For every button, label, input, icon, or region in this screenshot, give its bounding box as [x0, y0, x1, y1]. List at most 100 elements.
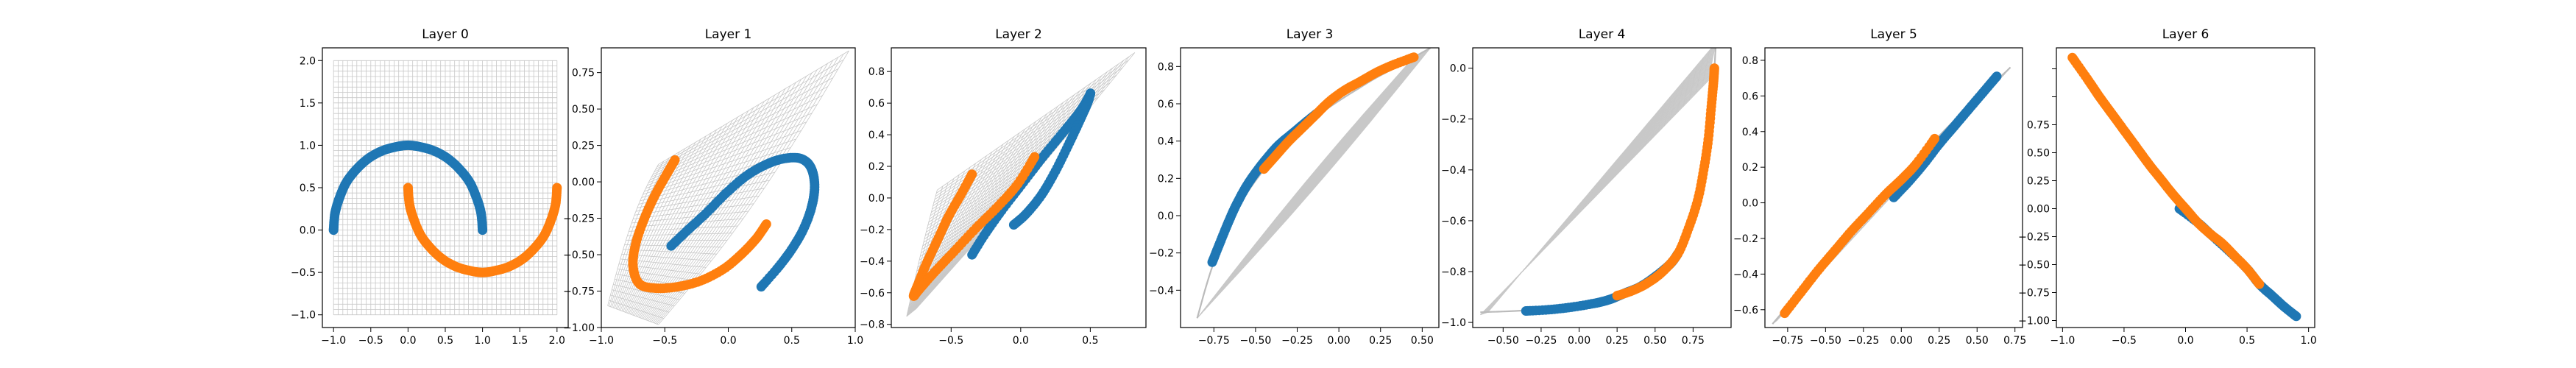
series-class-1 — [1780, 133, 1940, 319]
y-tick-label: 1.0 — [300, 140, 316, 152]
y-tick-label: 0.0 — [1450, 63, 1466, 75]
y-tick-label: 0.0 — [1158, 210, 1174, 222]
x-tick-label: 0.0 — [720, 335, 736, 347]
x-tick-label: −0.5 — [652, 335, 677, 347]
series-class-1 — [628, 155, 771, 294]
y-tick-label: −0.4 — [1733, 269, 1758, 280]
data-point — [1930, 133, 1940, 144]
x-tick-label: −0.5 — [938, 335, 963, 347]
y-tick-label: −1.00 — [563, 322, 595, 334]
y-tick-label: −0.6 — [1733, 305, 1758, 316]
y-tick-label: −0.2 — [860, 224, 885, 236]
panel-layer-3: Layer 3 −0.75 −0.50 −0.25 0.00 0.25 0.50 −0.4 −0… — [1149, 27, 1440, 347]
x-tick-label: 0.5 — [1082, 335, 1098, 347]
axes-frame — [1472, 47, 1732, 328]
x-tick-label: 0.00 — [1328, 335, 1351, 347]
data-point — [552, 183, 562, 193]
x-tick-label: 0.25 — [1928, 335, 1950, 347]
y-tick-label: 0.50 — [572, 104, 595, 116]
y-tick-label: −0.6 — [860, 288, 885, 300]
x-tick-label: 0.50 — [1643, 335, 1666, 347]
panel-title: Layer 4 — [1579, 27, 1626, 42]
y-tick-label: −0.5 — [291, 267, 316, 279]
y-tick-label: −0.75 — [2018, 288, 2050, 300]
y-tick-label: −0.50 — [2018, 260, 2050, 272]
y-tick-label: −1.00 — [2018, 316, 2050, 328]
x-tick-label: −1.0 — [321, 335, 346, 347]
series-class-0 — [1889, 71, 2002, 202]
mesh-curve — [1480, 48, 1717, 314]
series-class-1 — [908, 152, 1040, 301]
y-tick-label: −0.4 — [1441, 165, 1466, 177]
data-point — [1709, 63, 1719, 74]
y-tick-label: −0.75 — [563, 286, 595, 298]
x-tick-label: −0.75 — [1198, 335, 1230, 347]
y-tick-label: 0.2 — [1158, 173, 1174, 185]
y-tick-label: 1.5 — [300, 98, 316, 110]
x-tick-label: −0.5 — [358, 335, 383, 347]
y-tick-label: 0.6 — [1742, 91, 1758, 102]
plot-area — [1772, 66, 2011, 325]
x-tick-label: 1.0 — [847, 335, 863, 347]
x-tick-label: 0.5 — [2239, 335, 2255, 347]
mesh-grid — [333, 60, 558, 316]
x-tick-label: −0.5 — [2112, 335, 2137, 347]
x-tick-label: 2.0 — [549, 335, 565, 347]
axes-frame — [1180, 47, 1440, 328]
y-tick-label: 0.0 — [300, 225, 316, 237]
y-tick-label: 0.25 — [572, 141, 595, 152]
plot-area — [1480, 48, 1719, 316]
series-class-1 — [2067, 52, 2265, 289]
x-tick-label: −0.25 — [1847, 335, 1879, 347]
x-tick-label: 0.00 — [1890, 335, 1913, 347]
series-class-0 — [1521, 249, 1683, 316]
plot-area — [906, 52, 1136, 317]
data-point — [1030, 152, 1040, 162]
panel-title: Layer 1 — [705, 27, 752, 42]
x-tick-label: 0.00 — [1568, 335, 1590, 347]
x-tick-label: −1.0 — [589, 335, 614, 347]
y-tick-label: −1.0 — [1441, 317, 1466, 329]
data-point — [478, 225, 488, 236]
y-tick-label: −0.4 — [1149, 285, 1174, 297]
x-tick-label: 1.0 — [2301, 335, 2317, 347]
y-tick-label: 0.2 — [868, 161, 885, 173]
x-tick-label: 0.50 — [1966, 335, 1989, 347]
plot-area — [607, 50, 849, 325]
y-tick-label: −0.6 — [1441, 216, 1466, 227]
x-tick-label: 0.25 — [1369, 335, 1392, 347]
mesh-grid — [1480, 48, 1716, 316]
series-class-0 — [328, 140, 488, 236]
y-tick-label: 0.6 — [1158, 99, 1174, 110]
x-tick-label: 0.0 — [2177, 335, 2193, 347]
y-tick-label: 0.8 — [1742, 55, 1758, 67]
y-tick-label: −0.2 — [1733, 233, 1758, 245]
y-tick-label: 0.4 — [1742, 127, 1758, 138]
y-tick-label: −0.25 — [563, 213, 595, 225]
x-tick-label: −1.0 — [2050, 335, 2075, 347]
mesh-grid — [1197, 48, 1432, 319]
x-tick-label: 0.25 — [1606, 335, 1629, 347]
panel-layer-5: Layer 5 −0.75 −0.50 −0.25 0.00 0.25 0.50 0.75 −0… — [1733, 27, 2026, 347]
series-class-0 — [666, 152, 820, 292]
panel-layer-1: Layer 1 −1.0 −0.5 0.0 0.5 1.0 −1.00 −0.75 −0.50 −… — [563, 27, 863, 347]
y-tick-label: −0.4 — [860, 256, 885, 268]
y-tick-label: −0.2 — [1441, 114, 1466, 126]
data-point — [1409, 52, 1419, 63]
y-tick-label: 0.25 — [2027, 176, 2050, 188]
y-tick-label: 0.2 — [1742, 162, 1758, 174]
y-tick-label: 0.00 — [2027, 204, 2050, 216]
x-tick-label: −0.25 — [1281, 335, 1313, 347]
panel-layer-4: Layer 4 −0.50 −0.25 0.00 0.25 0.50 0.75 −1.0 −0.… — [1441, 27, 1732, 347]
y-tick-label: −0.8 — [860, 319, 885, 331]
x-tick-label: −0.25 — [1525, 335, 1557, 347]
data-point — [1992, 71, 2002, 82]
x-tick-label: 1.5 — [512, 335, 528, 347]
data-point — [761, 219, 771, 229]
x-tick-label: −0.50 — [1239, 335, 1271, 347]
y-tick-label: 0.50 — [2027, 148, 2050, 160]
y-tick-label: 0.8 — [868, 66, 885, 78]
y-tick-label: 0.0 — [868, 193, 885, 205]
plot-area — [1196, 48, 1432, 319]
x-tick-label: 0.0 — [1013, 335, 1029, 347]
